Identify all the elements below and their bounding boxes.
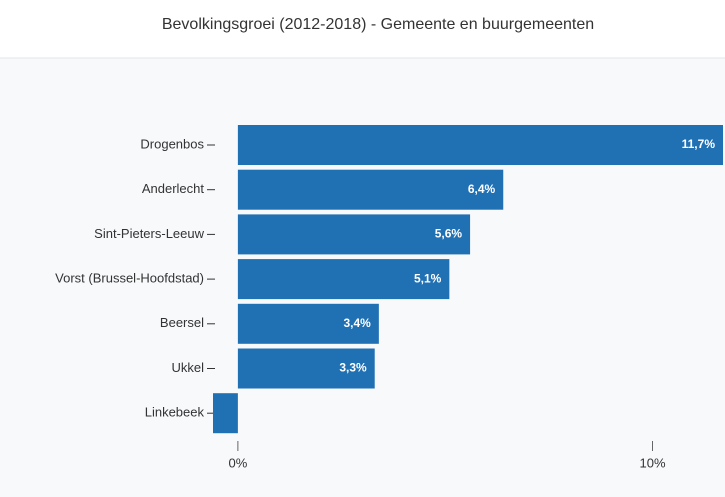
value-label: 11,7% — [682, 137, 716, 151]
header-background — [0, 0, 725, 58]
value-label: 3,3% — [339, 361, 367, 375]
bar — [237, 259, 450, 300]
y-tick-label: Anderlecht — [142, 181, 205, 196]
bar — [237, 169, 504, 210]
bar — [237, 303, 379, 344]
y-tick-label: Beersel — [160, 315, 204, 330]
bar — [237, 348, 375, 389]
value-label: 5,1% — [414, 271, 442, 285]
value-label: 3,4% — [343, 316, 371, 330]
y-tick-label: Vorst (Brussel-Hoofdstad) — [55, 271, 204, 286]
bar — [237, 125, 723, 165]
value-label: 6,4% — [468, 182, 496, 196]
chart-title: Bevolkingsgroei (2012-2018) - Gemeente e… — [162, 16, 594, 33]
value-label: 5,6% — [435, 227, 463, 241]
x-tick-label: 10% — [639, 455, 665, 470]
y-tick-label: Ukkel — [171, 360, 204, 375]
bar — [213, 393, 238, 434]
y-tick-label: Linkebeek — [145, 405, 205, 420]
x-tick-label: 0% — [228, 455, 247, 470]
y-tick-label: Drogenbos — [140, 136, 204, 151]
y-tick-label: Sint-Pieters-Leeuw — [94, 226, 204, 241]
bar — [237, 214, 471, 255]
